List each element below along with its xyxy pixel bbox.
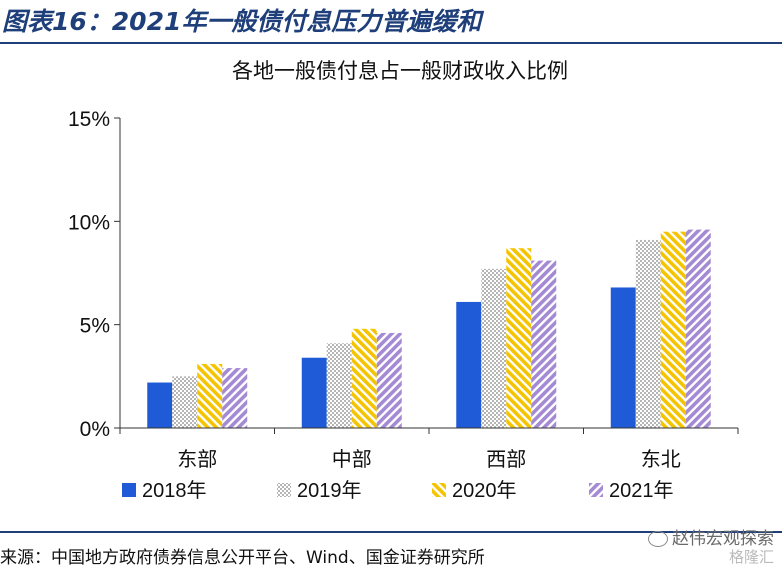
y-tick-label: 0% — [80, 418, 110, 441]
legend-swatch — [432, 483, 446, 497]
y-axis: 0% 5% 10% 15% — [68, 108, 121, 441]
bar — [222, 368, 248, 428]
watermark-text: 赵伟宏观探索 — [672, 529, 774, 549]
x-tick-label: 东北 — [641, 447, 681, 471]
bar — [326, 343, 352, 428]
x-axis: 东部 中部 西部 东北 — [119, 427, 739, 471]
watermark: 赵伟宏观探索 — [648, 524, 774, 549]
bar — [506, 248, 532, 428]
y-tick-label: 15% — [68, 108, 110, 131]
legend-swatch — [277, 483, 291, 497]
bar — [147, 382, 173, 428]
bar — [660, 231, 686, 428]
header-rule — [0, 42, 782, 44]
bar-chart: 各地一般债付息占一般财政收入比例 0% 5% 10% 15% 东部 中部 西部 东北 201… — [68, 59, 739, 502]
bar — [610, 287, 636, 428]
legend-label: 2020年 — [452, 479, 517, 502]
x-tick-label: 西部 — [486, 447, 526, 471]
bar — [197, 363, 223, 428]
y-tick-label: 10% — [68, 211, 110, 234]
legend-label: 2021年 — [609, 479, 674, 502]
figure-title: 图表16：2021年一般债付息压力普遍缓和 — [2, 7, 482, 36]
legend-label: 2018年 — [142, 479, 207, 502]
x-tick-label: 中部 — [332, 447, 372, 471]
bar — [481, 268, 507, 428]
x-tick-label: 东部 — [177, 447, 217, 471]
bar — [172, 376, 198, 428]
bar — [301, 357, 327, 428]
legend-label: 2019年 — [297, 479, 362, 502]
figure-header: 图表16：2021年一般债付息压力普遍缓和 — [0, 0, 782, 44]
bar — [685, 229, 711, 428]
legend-swatch — [122, 483, 136, 497]
bar — [456, 301, 482, 428]
y-tick-label: 5% — [80, 315, 110, 338]
watermark-2: 格隆汇 — [728, 548, 774, 566]
footer-rule — [0, 531, 782, 533]
legend-swatch — [589, 483, 603, 497]
source-note: 来源：中国地方政府债券信息公开平台、Wind、国金证券研究所 — [0, 548, 485, 568]
bar — [531, 260, 557, 428]
bar — [351, 328, 377, 428]
bar — [376, 332, 402, 428]
legend: 2018年 2019年 2020年 2021年 — [122, 479, 674, 502]
bar — [635, 239, 661, 428]
wechat-icon — [648, 531, 668, 547]
chart-title: 各地一般债付息占一般财政收入比例 — [232, 59, 568, 83]
bars — [147, 229, 711, 428]
